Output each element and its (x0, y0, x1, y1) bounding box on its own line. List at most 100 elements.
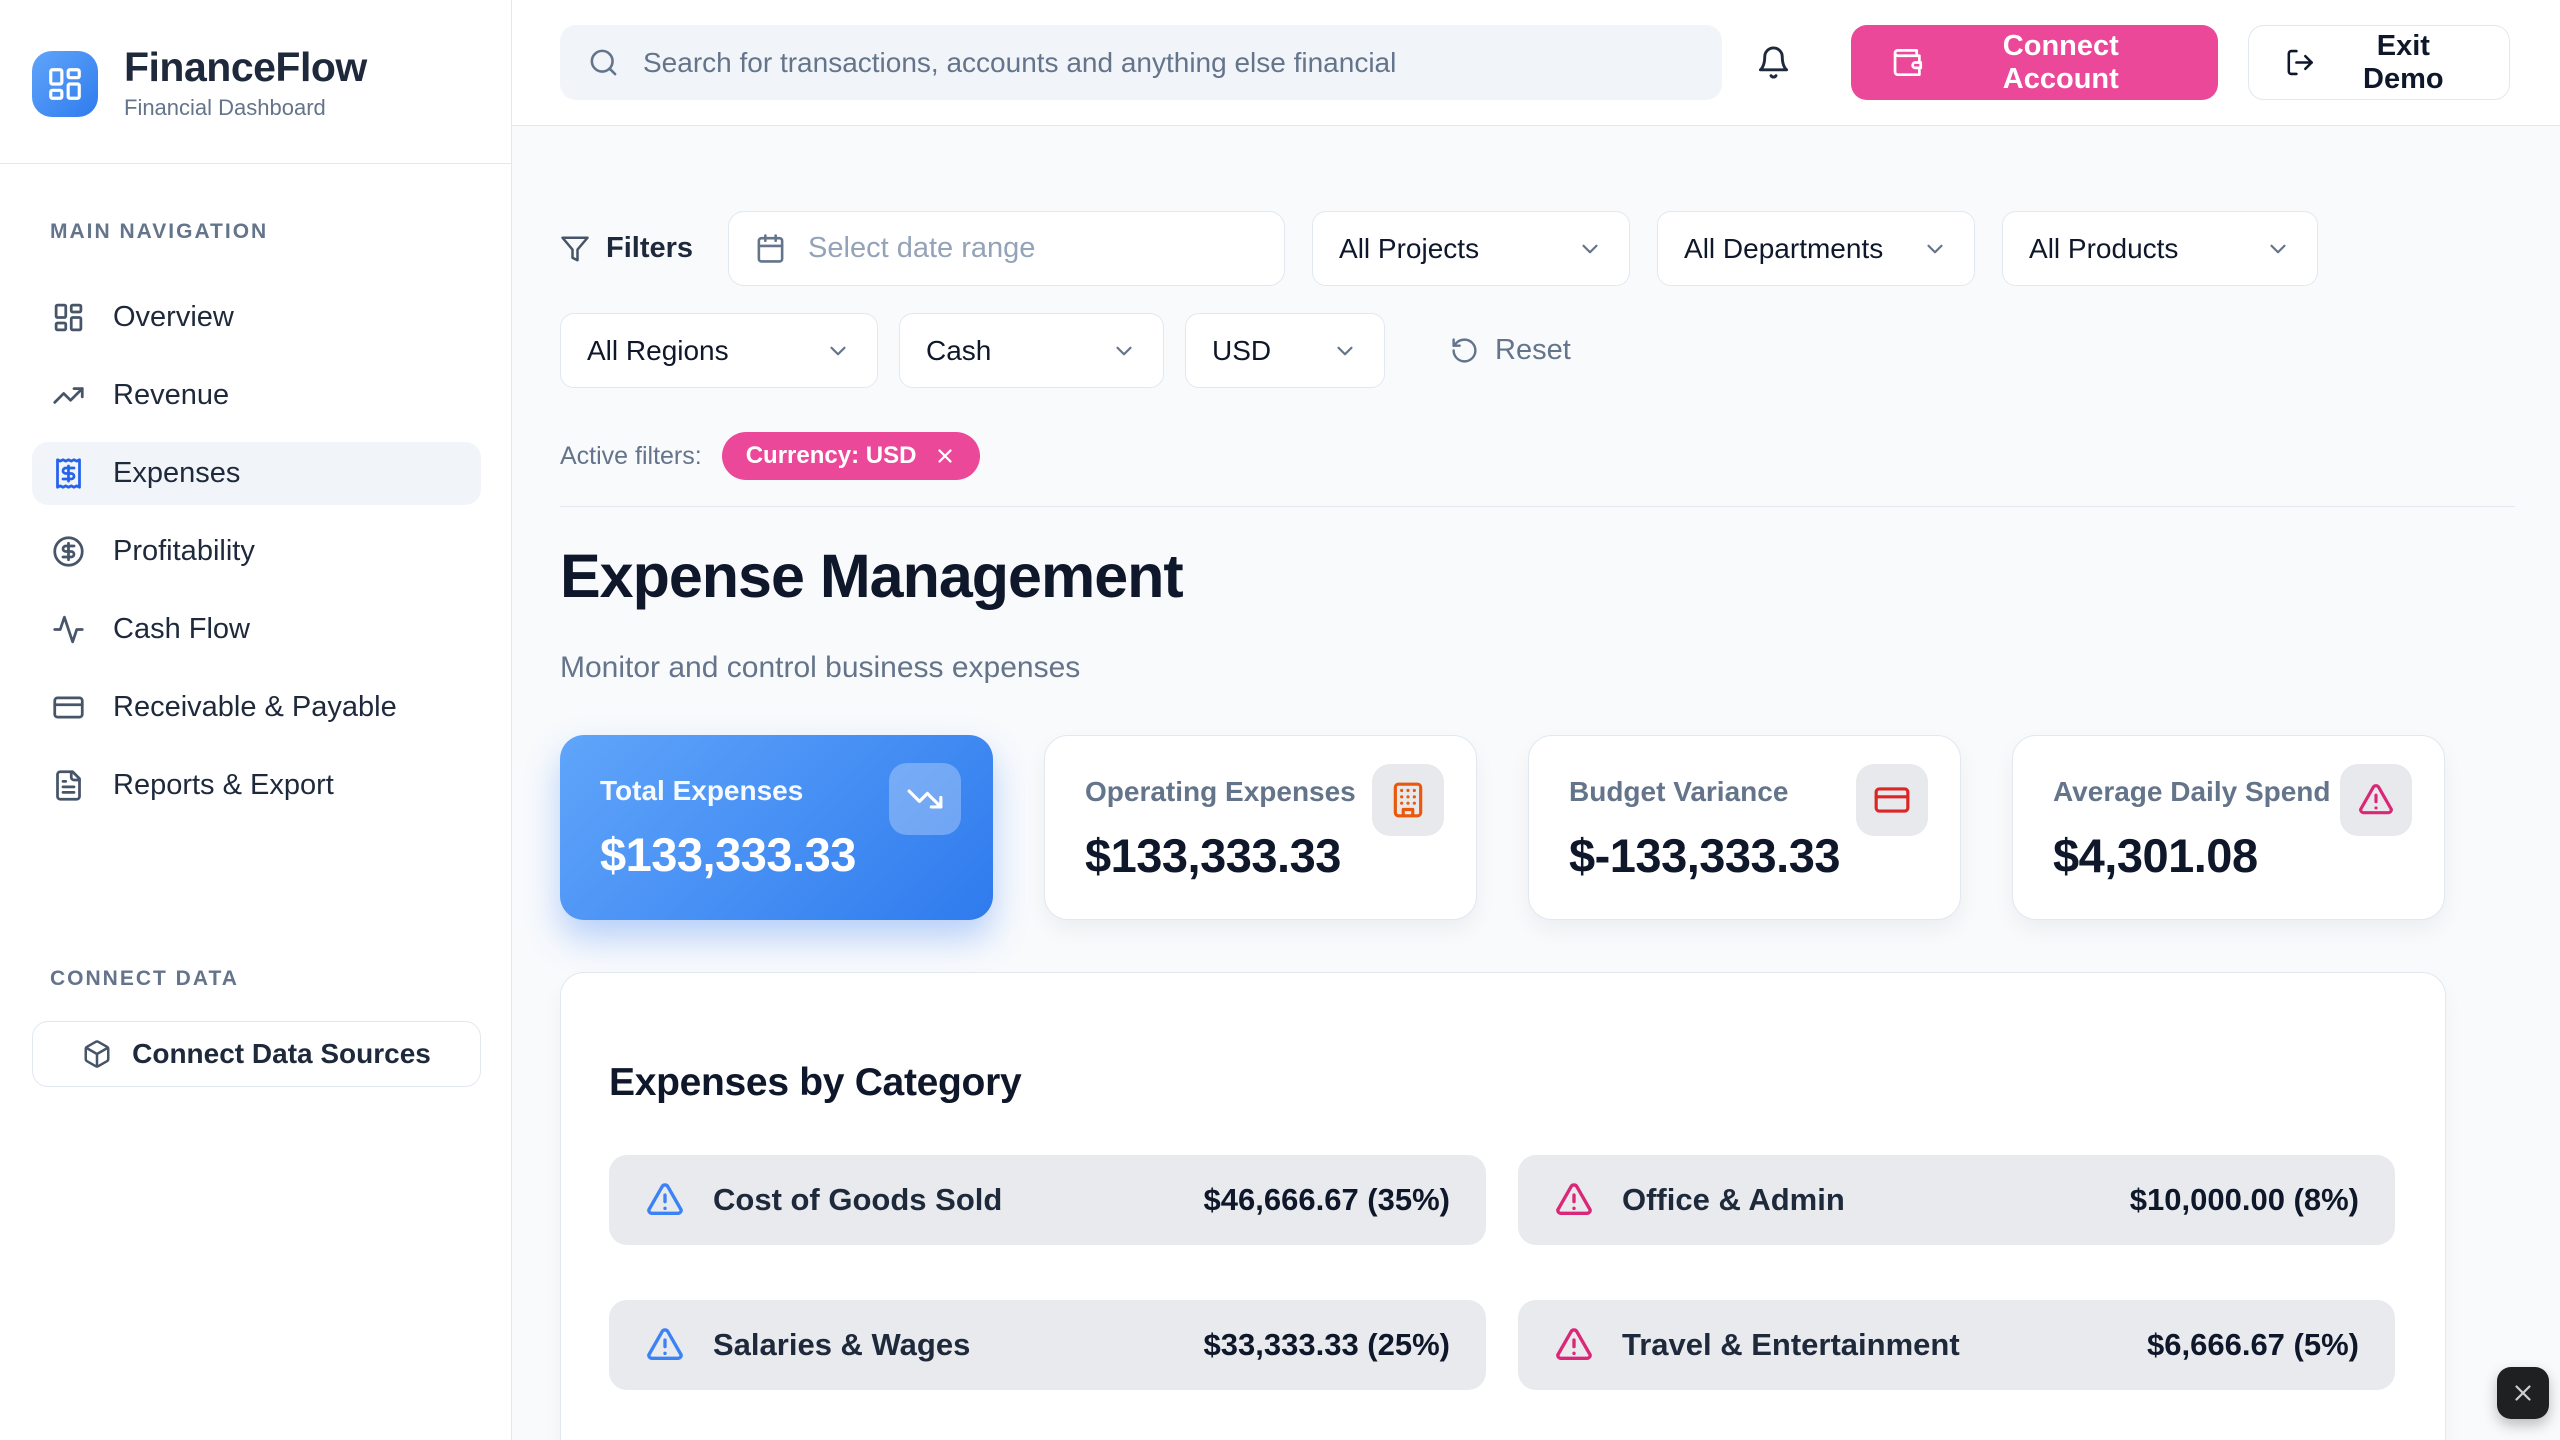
products-select-value: All Products (2029, 232, 2179, 264)
filters-label: Filters (606, 232, 694, 264)
departments-select[interactable]: All Departments (1657, 211, 1976, 286)
sidebar-item-label: Cash Flow (113, 613, 250, 646)
stat-value: $4,301.08 (2053, 828, 2258, 882)
main-navigation: Overview Revenue Expenses Profitability … (32, 286, 481, 817)
stat-icon-chip (1856, 763, 1928, 836)
sidebar-item-label: Expenses (113, 457, 241, 490)
stat-card-budget-variance[interactable]: Budget Variance $-133,333.33 (1528, 734, 1961, 920)
search-input[interactable] (641, 45, 1694, 80)
chevron-down-icon (1116, 346, 1132, 355)
category-row-travel-entertainment[interactable]: Travel & Entertainment $6,666.67 (5%) (1518, 1300, 2395, 1391)
sidebar-item-label: Overview (113, 301, 234, 334)
brand-name: FinanceFlow (124, 44, 367, 90)
stat-value: $133,333.33 (600, 827, 856, 881)
category-amount: $46,666.67 (35%) (1203, 1182, 1450, 1218)
layout-dashboard-icon (49, 67, 81, 100)
accounting-basis-value: Cash (926, 334, 992, 366)
stat-label: Operating Expenses (1085, 775, 1356, 807)
chevron-down-icon (1927, 244, 1943, 253)
trending-down-icon (907, 789, 943, 809)
chip-close-icon[interactable] (934, 445, 956, 467)
wallet-icon (1893, 48, 1923, 77)
chevron-down-icon (1337, 346, 1353, 355)
regions-select[interactable]: All Regions (560, 313, 878, 388)
trending-up-icon (53, 387, 84, 404)
content: Filters Select date range All Projects A… (512, 126, 2560, 1440)
bell-icon (1758, 46, 1789, 79)
sidebar-item-receivable-payable[interactable]: Receivable & Payable (32, 676, 481, 739)
projects-select-value: All Projects (1339, 232, 1480, 264)
category-row-salaries-wages[interactable]: Salaries & Wages $33,333.33 (25%) (609, 1300, 1486, 1391)
products-select[interactable]: All Products (2002, 211, 2319, 286)
sidebar: FinanceFlow Financial Dashboard MAIN NAV… (0, 0, 512, 1440)
stat-icon-chip (889, 762, 961, 835)
sidebar-item-profitability[interactable]: Profitability (32, 520, 481, 583)
exit-demo-label: Exit Demo (2363, 29, 2444, 95)
alert-triangle-icon (647, 1328, 683, 1361)
date-range-placeholder: Select date range (808, 232, 1036, 264)
alert-triangle-icon (2358, 784, 2393, 815)
accounting-basis-select[interactable]: Cash (899, 313, 1164, 388)
sidebar-item-label: Reports & Export (113, 769, 334, 802)
connect-data-sources-label: Connect Data Sources (132, 1038, 431, 1070)
projects-select[interactable]: All Projects (1312, 211, 1631, 286)
stat-card-average-daily-spend[interactable]: Average Daily Spend $4,301.08 (2012, 734, 2445, 920)
layout-dashboard-icon (54, 303, 83, 332)
stat-label: Average Daily Spend (2053, 775, 2331, 807)
reset-filters-button[interactable]: Reset (1444, 333, 1577, 368)
stat-value: $-133,333.33 (1569, 828, 1841, 882)
category-section-title: Expenses by Category (609, 1061, 1022, 1105)
close-overlay-button[interactable] (2497, 1367, 2549, 1419)
stat-label: Total Expenses (600, 774, 804, 806)
category-grid: Cost of Goods Sold $46,666.67 (35%) Sala… (609, 1155, 2397, 1440)
category-row-cost-of-goods-sold[interactable]: Cost of Goods Sold $46,666.67 (35%) (609, 1155, 1486, 1246)
regions-select-value: All Regions (587, 334, 729, 366)
category-amount: $33,333.33 (25%) (1203, 1327, 1450, 1363)
stat-card-total-expenses[interactable]: Total Expenses $133,333.33 (560, 734, 993, 920)
alert-triangle-icon (1556, 1328, 1592, 1361)
expenses-by-category-card: Expenses by Category Cost of Goods Sold … (560, 971, 2446, 1440)
stat-icon-chip (2340, 763, 2412, 836)
global-search[interactable] (560, 25, 1722, 100)
search-icon (590, 49, 617, 76)
category-amount: $10,000.00 (8%) (2129, 1182, 2359, 1218)
currency-select[interactable]: USD (1185, 313, 1385, 388)
receipt-icon (56, 458, 81, 489)
sidebar-item-label: Revenue (113, 379, 230, 412)
departments-select-value: All Departments (1684, 232, 1884, 264)
sidebar-item-cash-flow[interactable]: Cash Flow (32, 598, 481, 661)
sidebar-item-expenses[interactable]: Expenses (32, 442, 481, 506)
topbar: Connect Account Exit Demo (512, 0, 2560, 126)
file-text-icon (56, 770, 81, 801)
stat-card-operating-expenses[interactable]: Operating Expenses $133,333.33 (1044, 734, 1477, 920)
stat-icon-chip (1372, 763, 1444, 836)
page-subtitle: Monitor and control business expenses (560, 650, 1081, 684)
date-range-input[interactable]: Select date range (728, 211, 1286, 286)
stat-cards: Total Expenses $133,333.33 Operating Exp… (560, 734, 2515, 920)
funnel-icon (561, 236, 589, 261)
sidebar-item-overview[interactable]: Overview (32, 286, 481, 349)
connect-account-button[interactable]: Connect Account (1850, 25, 2219, 100)
stat-value: $133,333.33 (1085, 828, 1341, 882)
active-filter-chip[interactable]: Currency: USD (721, 432, 981, 480)
sidebar-item-revenue[interactable]: Revenue (32, 364, 481, 427)
connect-data-sources-button[interactable]: Connect Data Sources (32, 1021, 481, 1088)
activity-icon (53, 615, 84, 644)
category-name: Salaries & Wages (713, 1327, 971, 1363)
credit-card-icon (1874, 787, 1910, 813)
sidebar-item-reports-export[interactable]: Reports & Export (32, 754, 481, 817)
package-icon (84, 1040, 110, 1068)
category-row-office-admin[interactable]: Office & Admin $10,000.00 (8%) (1518, 1155, 2395, 1246)
category-amount: $6,666.67 (5%) (2147, 1327, 2359, 1363)
connect-account-label: Connect Account (2002, 29, 2119, 95)
exit-demo-button[interactable]: Exit Demo (2248, 25, 2510, 100)
stat-label: Budget Variance (1569, 775, 1789, 807)
currency-select-value: USD (1212, 334, 1272, 366)
active-filters-row: Active filters: Currency: USD (560, 432, 2515, 480)
alert-triangle-icon (1556, 1183, 1592, 1216)
building-icon (1393, 782, 1423, 818)
active-filters-label: Active filters: (560, 441, 702, 470)
page-title: Expense Management (560, 542, 1184, 610)
notifications-button[interactable] (1756, 45, 1791, 80)
